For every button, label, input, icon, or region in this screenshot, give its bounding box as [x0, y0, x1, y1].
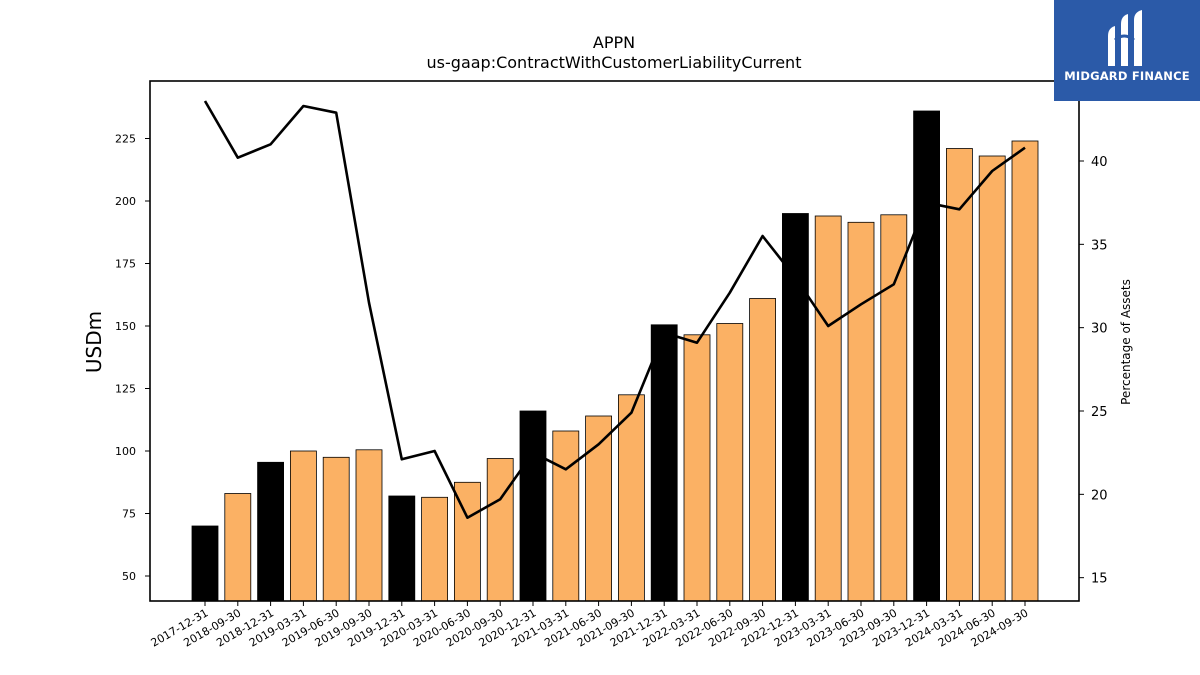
y-axis-label: USDm	[82, 311, 106, 373]
y2-tick-label: 25	[1091, 405, 1108, 420]
bar-2022-09-30	[749, 298, 776, 602]
bar-2022-03-31	[683, 334, 711, 602]
y-tick-label: 225	[115, 133, 136, 146]
bar-2023-06-30	[847, 221, 875, 602]
bar-2021-06-30	[585, 415, 612, 602]
y-tick-label: 175	[115, 258, 136, 271]
y-tick-label: 75	[122, 508, 136, 521]
y-tick-label: 100	[115, 445, 136, 458]
bar-2021-03-31	[552, 430, 580, 602]
logo-text: MIDGARD FINANCE	[1064, 69, 1190, 83]
bar-2024-06-30	[978, 155, 1006, 602]
bar-2018-12-31	[257, 461, 285, 602]
bar-2019-06-30	[322, 456, 350, 602]
bar-2023-03-31	[814, 215, 842, 602]
y-tick-label: 125	[115, 383, 136, 396]
bar-2019-09-30	[355, 449, 383, 602]
bar-2019-12-31	[388, 495, 416, 602]
y2-tick-label: 15	[1091, 572, 1108, 587]
bar-2020-09-30	[486, 458, 514, 602]
bar-2021-12-31	[650, 324, 678, 602]
bar-2022-12-31	[782, 213, 809, 602]
chart-title: APPN	[593, 33, 635, 52]
bar-2020-12-31	[519, 410, 547, 602]
y2-tick-label: 40	[1091, 155, 1108, 170]
y2-tick-label: 20	[1091, 488, 1108, 503]
midgard-m-logo-icon	[1108, 10, 1142, 66]
bar-2024-09-30	[1011, 140, 1039, 602]
plot-frame	[149, 80, 1080, 602]
bar-2019-03-31	[289, 450, 317, 602]
bar-2018-09-30	[224, 493, 252, 602]
y2-axis-label: Percentage of Assets	[1119, 279, 1133, 405]
y-tick-label: 150	[115, 320, 136, 333]
bar-2023-09-30	[880, 214, 908, 602]
y2-tick-label: 30	[1091, 322, 1108, 337]
bar-2021-09-30	[618, 394, 645, 602]
bar-2024-03-31	[946, 148, 973, 602]
y-tick-label: 50	[122, 570, 136, 583]
y-tick-label: 200	[115, 195, 136, 208]
bar-2023-12-31	[913, 110, 940, 602]
chart-subtitle: us-gaap:ContractWithCustomerLiabilityCur…	[427, 53, 802, 72]
bar-2022-06-30	[716, 323, 744, 602]
midgard-finance-logo: MIDGARD FINANCE	[1054, 0, 1200, 101]
y2-tick-label: 35	[1091, 238, 1108, 253]
percentage-of-assets-line	[203, 100, 1026, 520]
bar-2020-03-31	[421, 496, 449, 602]
bar-2017-12-31	[191, 525, 219, 602]
